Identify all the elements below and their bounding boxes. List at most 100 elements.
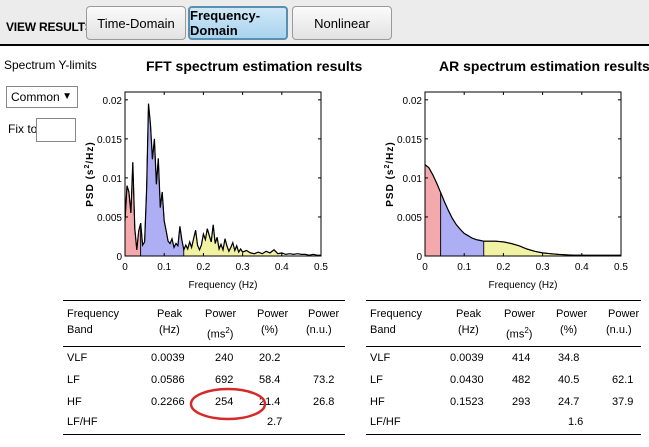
ar-row-vlf-power-ms2: 414 [512,352,531,364]
dropdown-arrow-icon[interactable]: ▼ [62,91,72,102]
ar-ylabel: PSD (s2/Hz) [384,141,396,206]
tab-time-domain[interactable]: Time-Domain [86,6,186,40]
fix-to-label: Fix to [8,122,38,136]
table-divider [366,300,641,301]
spectrum-ylimits-label: Spectrum Y-limits [4,58,97,72]
ar-ytick-label: 0.01 [403,174,423,185]
ar-row-hf-power-nu: 37.9 [612,396,634,408]
fft-header-peak-2: (Hz) [159,324,180,336]
fft-psd-line [124,103,321,256]
fft-xtick-label: 0.4 [275,262,289,273]
ar-header-band: Frequency [370,308,422,320]
ar-ytick-label: 0 [416,252,422,263]
ar-header-power-ms2-2: (ms2) [506,326,533,341]
fft-row-lf-peak: 0.0586 [151,374,185,386]
ar-header-power-pct: Power [556,308,588,320]
ar-header-power-nu: Power [608,308,640,320]
fft-row-lfhf-band: LF/HF [67,416,98,428]
table-divider [63,300,345,301]
ar-row-lf-peak: 0.0430 [450,374,484,386]
fft-xlabel: Frequency (Hz) [189,280,258,291]
ar-xtick-label: 0.5 [614,262,628,273]
ar-header-peak: Peak [456,308,482,320]
ar-header-band-2: Band [370,324,396,336]
fft-header-power-nu: Power [308,308,340,320]
ar-xtick-label: 0.2 [496,262,510,273]
fft-header-peak: Peak [157,308,183,320]
ar-ytick-label: 0.015 [397,135,422,146]
fft-header-power-nu-2: (n.u.) [306,324,332,336]
fft-chart-title: FFT spectrum estimation results [146,58,363,74]
table-divider [63,434,345,435]
fft-row-vlf-power-ms2: 240 [215,352,234,364]
ar-row-hf-power-pct: 24.7 [558,396,580,408]
ar-row-hf-band: HF [370,396,385,408]
table-divider [63,346,345,347]
ar-psd-line [424,164,621,256]
ar-header-peak-2: (Hz) [458,324,479,336]
fft-header-power-ms2-2: (ms2) [207,326,234,341]
ar-xlabel: Frequency (Hz) [489,280,558,291]
ar-row-hf-peak: 0.1523 [450,396,484,408]
fft-row-hf-power-nu: 26.8 [313,396,335,408]
fft-row-lf-power-nu: 73.2 [313,374,335,386]
ylimits-select[interactable]: Common ▼ [6,86,78,108]
ar-row-lfhf-band: LF/HF [370,416,401,428]
fft-row-vlf-peak: 0.0039 [151,352,185,364]
fft-xtick-label: 0.3 [236,262,250,273]
ar-row-lf-power-nu: 62.1 [612,374,634,386]
fft-results-table: Frequency Band Peak (Hz) Power (ms2) Pow… [63,300,353,440]
fft-row-lfhf-power-pct: 2.7 [267,416,283,428]
view-results-label: VIEW RESULTS [6,20,93,34]
fft-row-lf-power-pct: 58.4 [259,374,281,386]
ar-row-lf-band: LF [370,374,383,386]
ar-ytick-label: 0.005 [397,213,422,224]
ar-header-power-nu-2: (n.u.) [606,324,632,336]
ar-chart-title: AR spectrum estimation results [439,58,649,74]
ar-band-hf [483,240,583,257]
ar-xtick-label: 0 [422,262,428,273]
table-divider [366,434,641,435]
ar-ytick-label: 0.02 [403,96,423,107]
fft-row-hf-peak: 0.2266 [151,396,185,408]
fft-header-band-2: Band [67,324,93,336]
fft-row-lf-power-ms2: 692 [215,374,234,386]
highlight-circle [189,387,267,421]
ar-header-power-pct-2: (%) [560,324,578,336]
ar-plot-frame [424,91,622,257]
ar-row-hf-power-ms2: 293 [512,396,531,408]
fft-header-power-ms2: Power [205,308,237,320]
fft-ytick-label: 0 [116,252,122,263]
ar-header-power-ms2: Power [504,308,536,320]
ar-row-lf-power-ms2: 482 [512,374,531,386]
fft-spectrum-chart: 0 0.1 0.2 0.3 0.4 0.5 0 0.005 0.01 0.015 0.02 Freq… [84,91,328,291]
fft-ytick-label: 0.005 [97,213,122,224]
ar-xtick-label: 0.3 [536,262,550,273]
fft-row-hf-band: HF [67,396,82,408]
fft-header-power-pct: Power [257,308,289,320]
fft-row-vlf-band: VLF [67,352,88,364]
ar-row-vlf-power-pct: 34.8 [558,352,580,364]
fft-ytick-label: 0.01 [103,174,123,185]
ylimits-select-value: Common [11,90,60,104]
tab-frequency-domain[interactable]: Frequency-Domain [188,6,288,40]
fft-plot-frame [124,91,322,257]
fft-row-lf-band: LF [67,374,80,386]
fft-ytick-label: 0.02 [103,96,123,107]
fix-to-input[interactable] [36,118,76,142]
ar-xtick-label: 0.4 [575,262,589,273]
ar-row-vlf-peak: 0.0039 [450,352,484,364]
ar-row-lf-power-pct: 40.5 [558,374,580,386]
fft-xtick-label: 0.2 [196,262,210,273]
ar-row-vlf-band: VLF [370,352,391,364]
ar-row-lfhf-power-pct: 1.6 [568,416,584,428]
fft-xtick-label: 0.1 [157,262,171,273]
fft-header-power-pct-2: (%) [261,324,279,336]
tab-nonlinear[interactable]: Nonlinear [292,6,392,40]
fft-header-band: Frequency [67,308,119,320]
fft-row-hf-power-ms2: 254 [215,396,234,408]
ar-xtick-label: 0.1 [457,262,471,273]
fft-xtick-label: 0.5 [314,262,328,273]
ar-spectrum-chart: 0 0.1 0.2 0.3 0.4 0.5 0 0.005 0.01 0.015 0.02 Freq… [384,91,628,291]
fft-ytick-label: 0.015 [97,135,122,146]
